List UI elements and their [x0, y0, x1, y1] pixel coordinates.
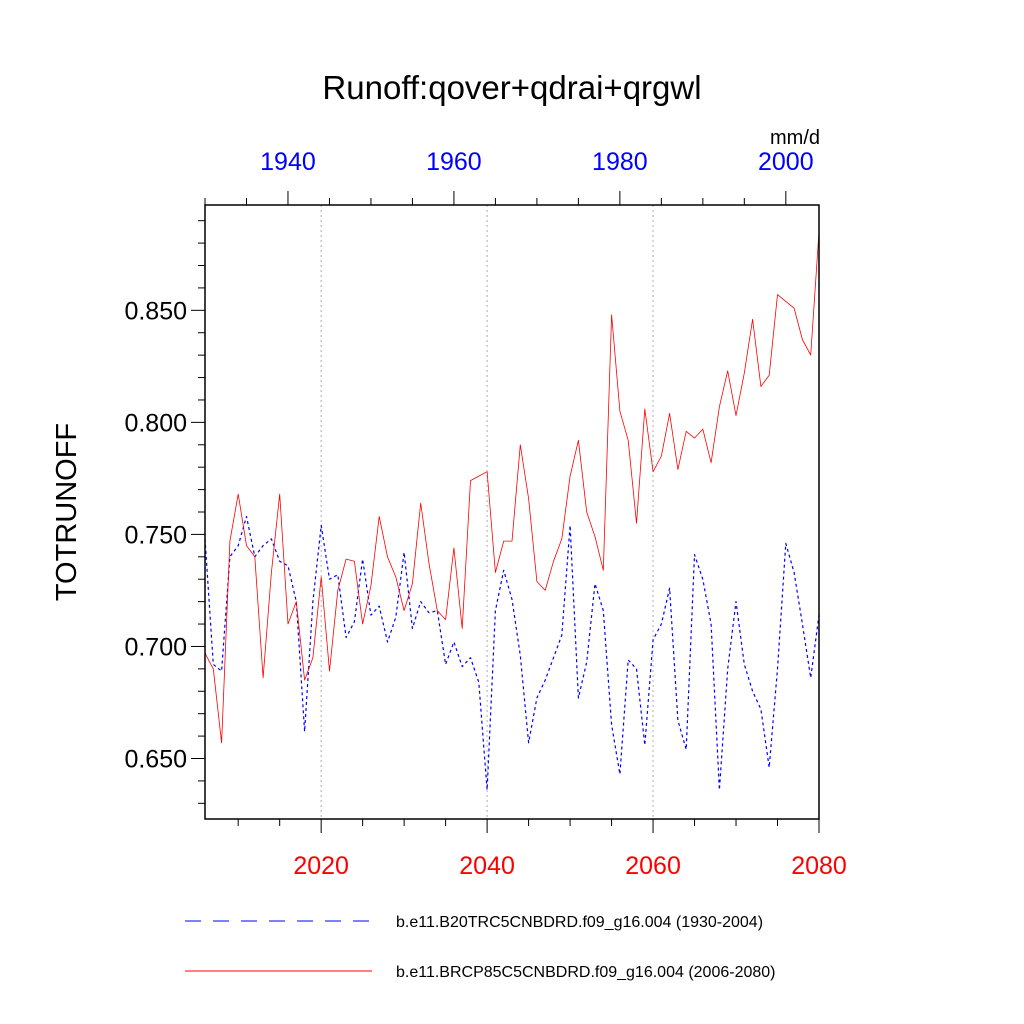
legend-label-0: b.e11.B20TRC5CNBDRD.f09_g16.004 (1930-20… [396, 914, 763, 931]
y-axis-label: TOTRUNOFF [51, 423, 83, 601]
y-tick-label-1: 0.700 [124, 633, 187, 661]
series-line-1 [204, 231, 820, 744]
y-tick-label-4: 0.850 [124, 297, 187, 325]
series-layer [204, 231, 820, 791]
x-top-tick-label-0: 1940 [260, 148, 316, 176]
legend-layer: b.e11.B20TRC5CNBDRD.f09_g16.004 (1930-20… [185, 914, 775, 981]
chart-title: Runoff:qover+qdrai+qrgwl [322, 69, 701, 106]
x-top-tick-label-1: 1960 [426, 148, 482, 176]
plot-frame [204, 204, 820, 820]
ticks-layer: 0.650 0.700 0.750 0.800 0.850 2020 2040 2060 208… [124, 148, 846, 880]
x-bottom-tick-label-1: 2040 [459, 852, 515, 880]
legend-label-1: b.e11.BRCP85C5CNBDRD.f09_g16.004 (2006-2… [396, 964, 775, 981]
grid-layer [320, 205, 654, 819]
y-tick-label-0: 0.650 [124, 745, 187, 773]
x-top-tick-label-2: 1980 [592, 148, 648, 176]
y-tick-label-2: 0.750 [124, 521, 187, 549]
x-bottom-tick-label-3: 2080 [791, 852, 847, 880]
x-bottom-tick-label-2: 2060 [625, 852, 681, 880]
x-bottom-tick-label-0: 2020 [293, 852, 349, 880]
units-label: mm/d [770, 127, 820, 149]
x-top-tick-label-3: 2000 [758, 148, 814, 176]
y-tick-label-3: 0.800 [124, 409, 187, 437]
series-line-0 [204, 515, 820, 791]
